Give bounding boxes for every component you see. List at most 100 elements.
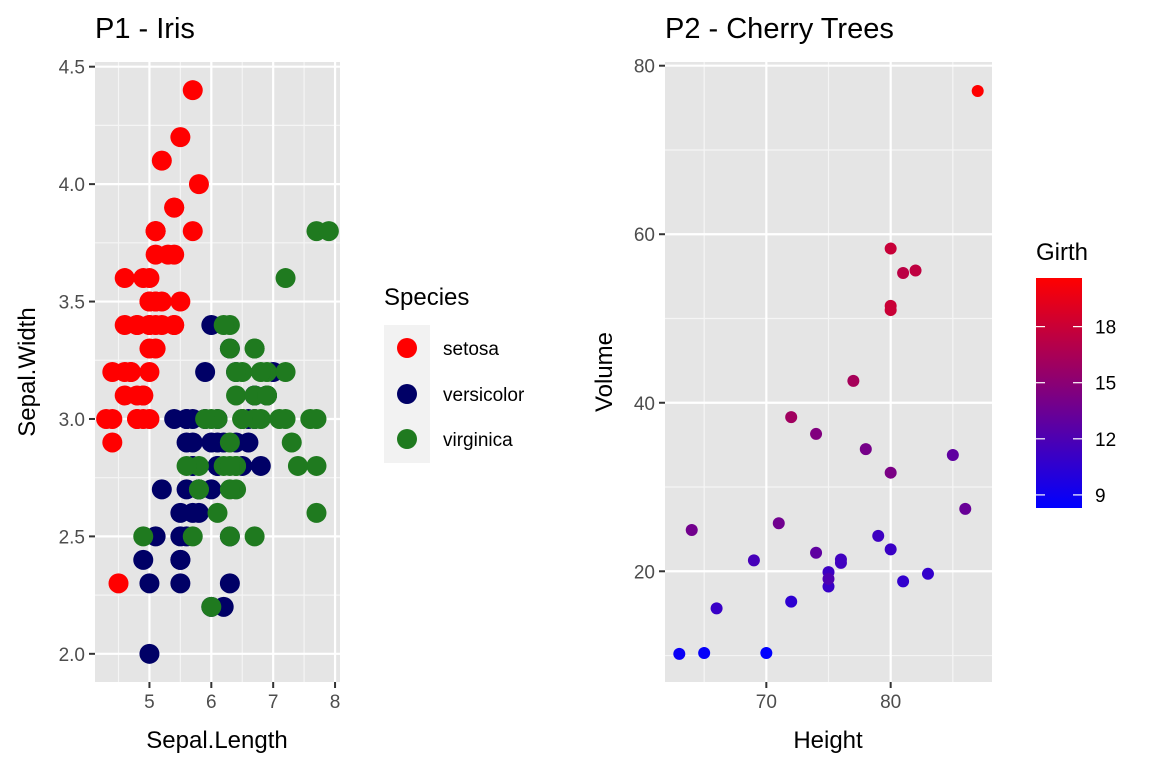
- p2-colorbar-legend: Girth 9 12 15 18: [1036, 239, 1116, 508]
- point-virginica: [219, 432, 240, 453]
- x-tick-label: 80: [880, 692, 901, 713]
- p1-x-axis-title: Sepal.Length: [146, 727, 287, 754]
- point-virginica: [207, 502, 228, 523]
- point-virginica: [213, 315, 234, 336]
- legend-entry-virginica: virginica: [397, 429, 513, 451]
- legend-key-virginica: [397, 429, 417, 449]
- legend-entry-setosa: setosa: [397, 338, 499, 360]
- x-tick-label: 5: [144, 692, 155, 713]
- point-virginica: [244, 526, 265, 547]
- p2-y-axis-title: Volume: [591, 332, 618, 412]
- point-tree: [921, 567, 934, 580]
- point-tree: [897, 266, 910, 279]
- point-setosa: [102, 432, 123, 453]
- point-tree: [884, 304, 897, 317]
- point-tree: [673, 647, 686, 660]
- point-tree: [884, 242, 897, 255]
- point-tree: [884, 543, 897, 556]
- point-tree: [859, 443, 872, 456]
- point-tree: [946, 448, 959, 461]
- p1-legend: Species setosa versicolor virginica: [384, 284, 525, 463]
- p2-y-axis: 20 40 60 80: [634, 57, 665, 583]
- p1-points: [96, 80, 339, 664]
- point-setosa: [164, 197, 185, 218]
- x-tick-label: 70: [756, 692, 777, 713]
- point-virginica: [275, 362, 296, 382]
- point-virginica: [219, 455, 240, 476]
- point-tree: [710, 602, 723, 615]
- point-virginica: [306, 455, 327, 476]
- point-tree: [959, 502, 972, 515]
- point-setosa: [127, 408, 148, 429]
- point-versicolor: [219, 573, 240, 594]
- point-versicolor: [195, 362, 216, 382]
- point-virginica: [219, 338, 240, 359]
- point-virginica: [219, 526, 240, 547]
- point-virginica: [226, 385, 247, 406]
- point-versicolor: [139, 643, 160, 664]
- point-setosa: [139, 362, 160, 382]
- point-virginica: [250, 362, 271, 382]
- point-tree: [810, 546, 823, 559]
- point-setosa: [108, 573, 129, 594]
- point-setosa: [158, 244, 179, 265]
- point-tree: [909, 264, 922, 277]
- point-virginica: [195, 408, 216, 429]
- y-tick-label: 40: [634, 394, 655, 415]
- point-versicolor: [170, 549, 191, 570]
- p2-x-axis-title: Height: [793, 727, 863, 754]
- point-setosa: [145, 221, 166, 242]
- point-virginica: [318, 221, 339, 242]
- point-virginica: [176, 455, 197, 476]
- point-tree: [772, 517, 785, 530]
- y-tick-label: 80: [634, 57, 655, 78]
- point-setosa: [114, 268, 135, 289]
- point-virginica: [275, 408, 296, 429]
- p1-x-axis: 5 6 7 8: [144, 682, 340, 713]
- p1-y-axis: 2.0 2.5 3.0 3.5 4.0 4.5: [59, 58, 95, 666]
- point-virginica: [226, 362, 247, 382]
- point-setosa: [170, 127, 191, 148]
- colorbar-tick-label: 9: [1095, 486, 1106, 507]
- p1-title: P1 - Iris: [95, 13, 195, 45]
- point-setosa: [170, 291, 191, 312]
- y-tick-label: 2.5: [59, 527, 85, 548]
- point-setosa: [139, 291, 160, 312]
- p1-iris-plot: P1 - Iris 2.0 2.5 3.0 3.5 4.0 4.5 5 6 7 8 Sepal.…: [14, 13, 525, 754]
- point-virginica: [182, 526, 203, 547]
- point-tree: [760, 647, 773, 660]
- point-virginica: [232, 408, 253, 429]
- point-virginica: [201, 596, 222, 617]
- legend-label-virginica: virginica: [443, 430, 513, 451]
- y-tick-label: 3.0: [59, 410, 85, 431]
- point-virginica: [133, 526, 154, 547]
- point-setosa: [114, 362, 135, 382]
- p1-y-axis-title: Sepal.Width: [14, 307, 41, 436]
- point-tree: [810, 427, 823, 440]
- point-tree: [747, 554, 760, 567]
- point-virginica: [244, 338, 265, 359]
- colorbar-title: Girth: [1036, 239, 1088, 266]
- point-setosa: [133, 268, 154, 289]
- point-setosa: [102, 408, 123, 429]
- point-virginica: [306, 502, 327, 523]
- point-tree: [685, 523, 698, 536]
- colorbar-tick-label: 12: [1095, 430, 1116, 451]
- point-tree: [884, 466, 897, 479]
- y-tick-label: 3.5: [59, 293, 85, 314]
- legend-key-versicolor: [397, 384, 417, 404]
- point-tree: [785, 595, 798, 608]
- point-tree: [897, 575, 910, 588]
- legend-title: Species: [384, 284, 469, 311]
- legend-key-setosa: [397, 338, 417, 358]
- x-tick-label: 6: [206, 692, 217, 713]
- colorbar-tick-label: 18: [1095, 318, 1116, 339]
- point-virginica: [256, 385, 277, 406]
- point-tree: [785, 411, 798, 424]
- point-versicolor: [188, 502, 209, 523]
- p2-cherry-trees-plot: P2 - Cherry Trees 20 40 60 80 70 80 Height V…: [591, 13, 1116, 754]
- y-tick-label: 4.5: [59, 58, 85, 79]
- point-virginica: [219, 479, 240, 500]
- point-virginica: [287, 455, 308, 476]
